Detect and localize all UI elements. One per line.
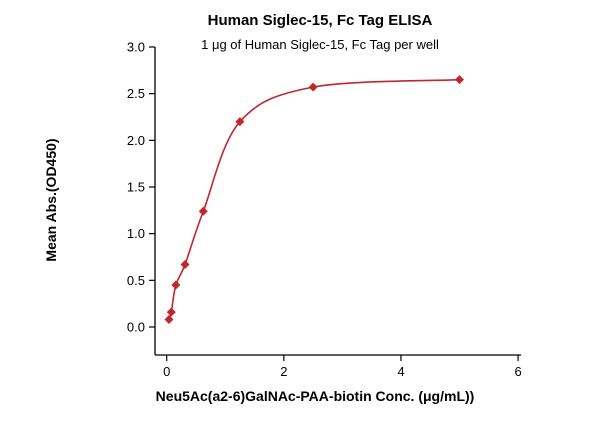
y-tick-label: 0.0 [127,320,145,335]
data-point-marker [455,75,465,85]
y-tick-label: 2.5 [127,86,145,101]
data-point-marker [166,307,176,317]
data-point-marker [235,117,245,127]
data-point-marker [171,280,181,290]
x-tick-label: 4 [397,364,404,379]
y-tick-label: 3.0 [127,40,145,55]
y-tick-label: 1.0 [127,226,145,241]
data-point-marker [180,259,190,269]
chart-title: Human Siglec-15, Fc Tag ELISA [207,12,433,29]
data-point-marker [198,206,208,216]
chart-subtitle: 1 μg of Human Siglec-15, Fc Tag per well [201,37,439,52]
data-point-marker [308,82,318,92]
data-point-marker [164,315,174,325]
y-tick-label: 1.5 [127,180,145,195]
x-tick-label: 2 [280,364,287,379]
x-axis-label: Neu5Ac(a2-6)GalNAc-PAA-biotin Conc. (μg/… [155,388,475,404]
y-tick-label: 0.5 [127,273,145,288]
x-tick-label: 6 [514,364,521,379]
y-tick-label: 2.0 [127,133,145,148]
x-tick-label: 0 [163,364,170,379]
fit-curve [168,78,460,320]
